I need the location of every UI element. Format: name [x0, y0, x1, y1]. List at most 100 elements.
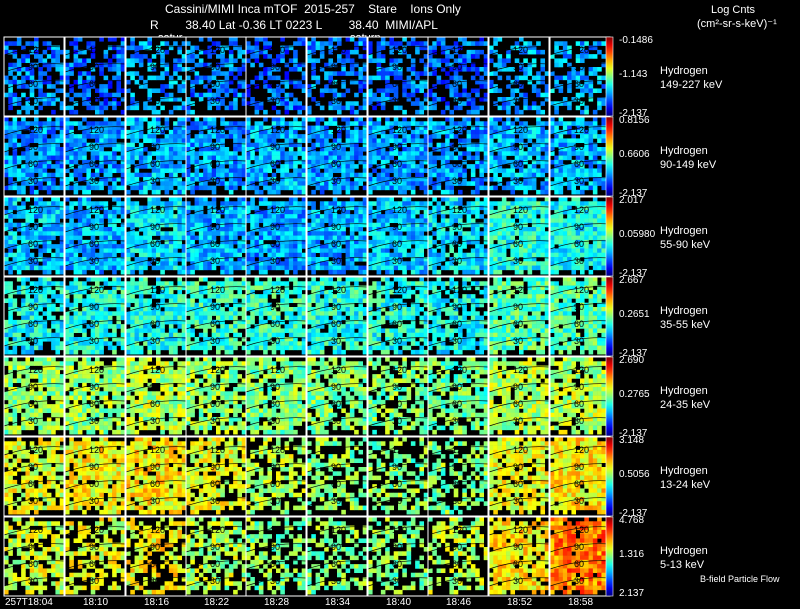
contour-label: 120 [574, 525, 589, 535]
contour-label: 90 [150, 142, 160, 152]
contour-label: 60 [331, 319, 341, 329]
contour-label: 60 [270, 399, 280, 409]
contour-label: 120 [210, 125, 225, 135]
contour-label: 90 [513, 462, 523, 472]
contour-label: 90 [452, 382, 462, 392]
contour-label: 120 [89, 365, 104, 375]
contour-label: 90 [331, 142, 341, 152]
heatmap-panel: 120 90 60 30 [125, 356, 187, 437]
contour-label: 90 [452, 222, 462, 232]
contour-label: 30 [89, 256, 99, 266]
contour-label: 90 [452, 302, 462, 312]
contour-label: 90 [89, 462, 99, 472]
colorbar-max-label: 2.017 [619, 195, 645, 206]
contour-label: 30 [513, 416, 523, 426]
contour-label: 60 [28, 559, 38, 569]
contour-label: 120 [28, 445, 43, 455]
colorbar-max-label: 4.768 [619, 515, 645, 526]
contour-label: 30 [574, 96, 584, 106]
contour-label: 90 [513, 382, 523, 392]
heatmap-panel: 120 90 60 30 [549, 196, 611, 277]
contour-label: 30 [392, 256, 402, 266]
contour-label: 30 [452, 256, 462, 266]
colorbar-mid-label: 0.5056 [619, 469, 650, 480]
contour-label: 30 [452, 416, 462, 426]
contour-label: 60 [392, 319, 402, 329]
contour-label: 120 [452, 45, 467, 55]
contour-label: 120 [574, 205, 589, 215]
contour-label: 60 [210, 319, 220, 329]
contour-label: 120 [150, 205, 165, 215]
contour-label: 120 [150, 45, 165, 55]
heatmap-panel: 120 90 60 30 [185, 356, 247, 437]
contour-label: 30 [392, 176, 402, 186]
contour-label: 90 [392, 462, 402, 472]
contour-label: 60 [574, 399, 584, 409]
contour-label: 60 [452, 399, 462, 409]
energy-label: 149-227 keV [660, 79, 723, 91]
contour-label: 30 [270, 496, 280, 506]
energy-label: 35-55 keV [660, 319, 711, 331]
contour-label: 60 [210, 559, 220, 569]
contour-label: 30 [574, 336, 584, 346]
contour-label: 120 [89, 125, 104, 135]
contour-label: 60 [331, 479, 341, 489]
contour-label: 60 [331, 399, 341, 409]
heatmap-panel: 120 90 60 30 [64, 276, 126, 357]
contour-label: 90 [150, 302, 160, 312]
heatmap-panel: 120 90 60 30 [64, 36, 126, 117]
colorbar-max-label: 3.148 [619, 435, 645, 446]
contour-label: 60 [89, 239, 99, 249]
energy-label: 90-149 keV [660, 159, 717, 171]
contour-label: 90 [270, 62, 280, 72]
contour-label: 30 [331, 336, 341, 346]
contour-label: 30 [331, 256, 341, 266]
heatmap-panel: 120 90 60 30 [125, 196, 187, 277]
contour-label: 60 [331, 159, 341, 169]
colorbar [605, 356, 614, 437]
contour-label: 90 [150, 382, 160, 392]
colorbar-mid-label: 0.2765 [619, 389, 650, 400]
contour-label: 90 [210, 142, 220, 152]
contour-label: 60 [270, 559, 280, 569]
contour-label: 30 [28, 96, 38, 106]
contour-label: 120 [210, 365, 225, 375]
heatmap-panel: 120 90 60 30 [549, 36, 611, 117]
colorbar-min-label: -2.137 [619, 508, 648, 519]
heatmap-panel: 120 90 60 30 [185, 436, 247, 517]
contour-label: 30 [28, 416, 38, 426]
heatmap-panel: 120 90 60 30 [306, 196, 368, 277]
contour-label: 120 [392, 285, 407, 295]
contour-label: 60 [150, 399, 160, 409]
heatmap-panel: 120 90 60 30 [3, 36, 65, 117]
heatmap-panel: 120 90 60 30 [488, 196, 550, 277]
colorbar [605, 196, 614, 277]
colorbar [605, 516, 614, 597]
contour-label: 30 [574, 496, 584, 506]
contour-label: 30 [270, 336, 280, 346]
contour-label: 60 [89, 159, 99, 169]
heatmap-panel: 120 90 60 30 [125, 276, 187, 357]
contour-label: 120 [89, 525, 104, 535]
heatmap-panel: 120 90 60 30 [367, 276, 429, 357]
heatmap-panel: 120 90 60 30 [3, 436, 65, 517]
contour-label: 60 [392, 79, 402, 89]
colorbar-units-title: Log Cnts [711, 4, 756, 16]
contour-label: 90 [392, 302, 402, 312]
heatmap-panel: 120 90 60 30 [427, 356, 489, 437]
heatmap-panel: 120 90 60 30 [488, 436, 550, 517]
contour-label: 120 [270, 45, 285, 55]
contour-label: 60 [270, 79, 280, 89]
contour-label: 90 [89, 142, 99, 152]
colorbar-max-label: 0.8156 [619, 115, 650, 126]
contour-label: 120 [331, 285, 346, 295]
contour-label: 30 [150, 416, 160, 426]
contour-label: 90 [89, 542, 99, 552]
contour-label: 90 [28, 302, 38, 312]
contour-label: 90 [574, 222, 584, 232]
contour-label: 60 [210, 79, 220, 89]
contour-label: 120 [28, 125, 43, 135]
contour-label: 30 [392, 96, 402, 106]
contour-label: 90 [574, 302, 584, 312]
contour-label: 60 [210, 479, 220, 489]
